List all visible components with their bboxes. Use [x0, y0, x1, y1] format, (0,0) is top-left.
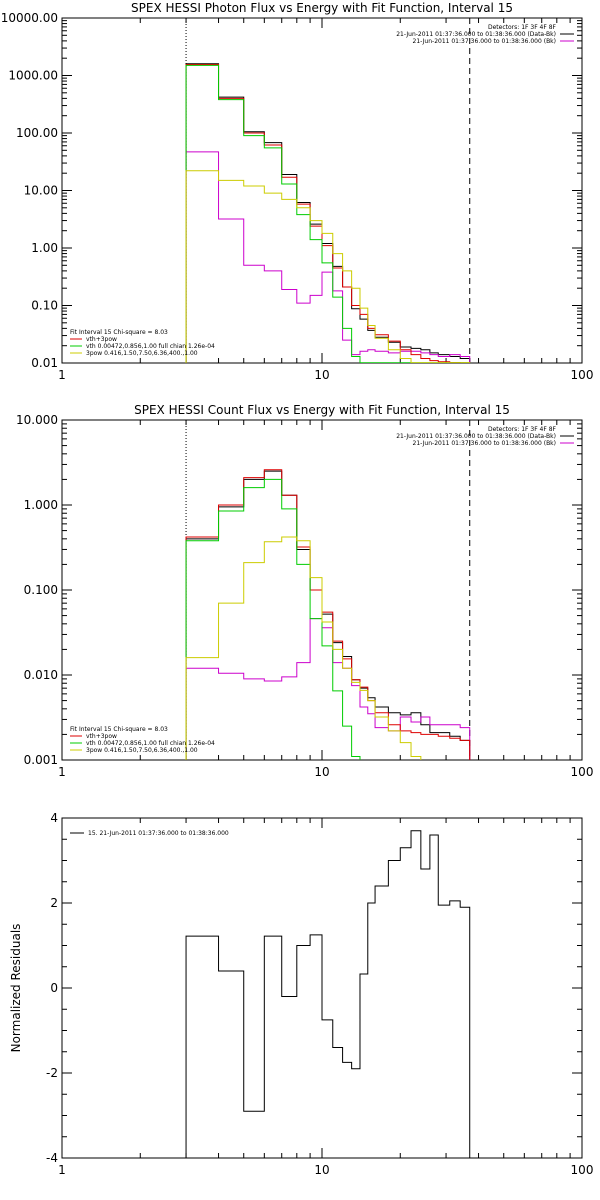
legend-bottom-left-entry: vth 0.00472,0.856,1.00 full chian 1.26e-… [86, 740, 215, 747]
chart-title: SPEX HESSI Count Flux vs Energy with Fit… [134, 403, 510, 417]
legend-bottom-left-entry: 3pow 0.416,1.50,7.50,6.36,400.,1.00 [86, 747, 198, 754]
y-tick-label: 1.00 [31, 241, 58, 255]
legend-top-right-entry: Detectors: 1F 3F 4F 8F [488, 24, 557, 31]
legend-top-left-entry: 15. 21-Jun-2011 01:37:36.000 to 01:38:36… [88, 830, 229, 837]
chart-panel-1: SPEX HESSI Photon Flux vs Energy with Fi… [1, 1, 594, 382]
y-tick-label: 2 [50, 896, 58, 910]
legend-top-right-entry: 21-Jun-2011 01:37:36.000 to 01:38:36.000… [396, 433, 556, 440]
y-tick-label: 0.010 [24, 668, 58, 682]
plot-frame [61, 17, 583, 364]
series-line-vth-3pow [185, 469, 471, 760]
x-tick-label: 100 [571, 1163, 594, 1177]
series-line-bk [185, 618, 471, 760]
y-tick-label: 0.100 [24, 583, 58, 597]
y-tick-label: 10.00 [24, 184, 58, 198]
legend-top-right-entry: 21-Jun-2011 01:37:36.000 to 01:38:36.000… [396, 31, 556, 38]
legend-bottom-left-entry: 3pow 0.416,1.50,7.50,6.36,400.,1.00 [86, 350, 198, 357]
legend-top-right-entry: Detectors: 1F 3F 4F 8F [488, 426, 557, 433]
y-tick-label: 0.01 [31, 356, 58, 370]
legend-bottom-left-entry: vth 0.00472,0.856,1.00 full chian 1.26e-… [86, 343, 215, 350]
series-line-3pow [185, 170, 471, 363]
legend-top-right-entry: 21-Jun-2011 01:37:36.000 to 01:38:36.000… [413, 440, 556, 447]
y-tick-label: -2 [46, 1066, 58, 1080]
series-line-vth [185, 64, 471, 363]
x-tick-label: 10 [314, 765, 329, 779]
series-line-3pow [185, 536, 471, 760]
series-line-data-bk [185, 63, 471, 363]
chart-panel-3: 1 10 100 -4 -2 0 2 4 Normalized Residuals 15. 21-… [9, 811, 593, 1177]
y-tick-label: 0.10 [31, 299, 58, 313]
x-tick-label: 10 [314, 1163, 329, 1177]
y-tick-label: -4 [46, 1151, 58, 1165]
x-tick-label: 10 [314, 368, 329, 382]
legend-bottom-left-entry: vth+3pow [86, 336, 117, 343]
legend-bottom-left-entry: Fit Interval 15 Chi-square = 8.03 [70, 329, 168, 336]
x-tick-label: 100 [571, 765, 594, 779]
y-tick-label: 0.001 [24, 753, 58, 767]
y-axis-label: Normalized Residuals [9, 924, 23, 1053]
x-tick-label: 1 [58, 368, 66, 382]
chart-panel-2: SPEX HESSI Count Flux vs Energy with Fit… [16, 403, 594, 779]
legend-bottom-left-entry: vth+3pow [86, 733, 117, 740]
y-tick-label: 0 [50, 981, 58, 995]
x-tick-label: 1 [58, 1163, 66, 1177]
series-line-bk [185, 151, 471, 363]
chart-title: SPEX HESSI Photon Flux vs Energy with Fi… [131, 1, 513, 15]
series-line-15 [185, 830, 471, 1158]
legend-top-right-entry: 21-Jun-2011 01:37:36.000 to 01:38:36.000… [413, 38, 556, 45]
y-tick-label: 1000.00 [8, 69, 58, 83]
x-tick-label: 100 [571, 368, 594, 382]
y-tick-label: 10.000 [16, 413, 58, 427]
series-line-vth-3pow [185, 64, 471, 363]
y-tick-label: 4 [50, 811, 58, 825]
x-tick-label: 1 [58, 765, 66, 779]
y-tick-label: 1.000 [24, 498, 58, 512]
y-tick-label: 10000.00 [1, 11, 58, 25]
series-line-vth [185, 478, 471, 760]
y-tick-label: 100.00 [16, 126, 58, 140]
legend-bottom-left-entry: Fit Interval 15 Chi-square = 8.03 [70, 726, 168, 733]
